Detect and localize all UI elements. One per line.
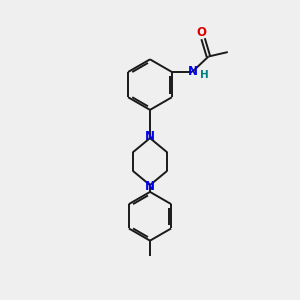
Text: H: H: [200, 70, 209, 80]
Text: O: O: [196, 26, 207, 39]
Text: N: N: [145, 130, 155, 143]
Text: N: N: [145, 180, 155, 193]
Text: N: N: [188, 65, 198, 79]
